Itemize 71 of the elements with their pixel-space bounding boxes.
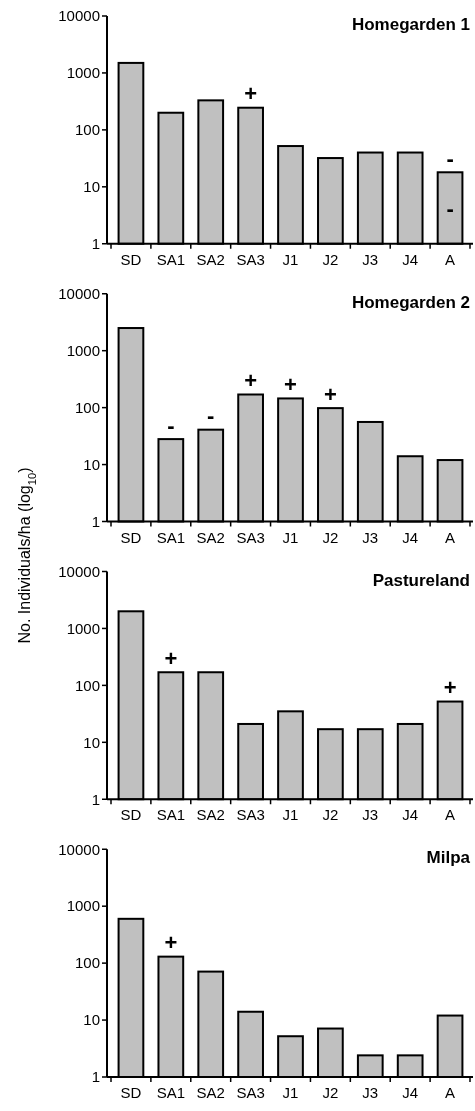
x-tick-label: J2 <box>322 806 339 824</box>
x-tick-label: J4 <box>402 250 419 268</box>
x-tick-label: SD <box>120 528 142 546</box>
x-tick-label: J1 <box>282 528 299 546</box>
x-tick-label: SA1 <box>156 528 186 546</box>
x-tick-label: SA2 <box>196 1084 225 1101</box>
x-tick-label: J2 <box>322 1084 339 1101</box>
annotation: + <box>164 930 178 956</box>
x-tick-label: J2 <box>322 528 339 546</box>
x-tick-label: J2 <box>322 250 339 268</box>
x-tick-label: SD <box>120 250 142 268</box>
x-tick-label: SA3 <box>236 806 265 824</box>
x-tick-label: A <box>445 1084 456 1101</box>
x-tick-label: SA3 <box>236 250 265 268</box>
y-tick-label: 10000 <box>58 285 100 302</box>
annotation: + <box>284 372 297 398</box>
x-tick-label: J3 <box>362 250 379 268</box>
x-tick-label: J3 <box>362 528 379 546</box>
y-tick-label: 10000 <box>58 562 100 580</box>
x-tick-label: SA2 <box>196 528 225 546</box>
annotation: + <box>164 645 178 671</box>
x-tick-label: SA3 <box>236 528 265 546</box>
annotation: - <box>446 145 454 171</box>
y-tick-label: 100 <box>74 121 100 139</box>
annotation: + <box>443 675 457 701</box>
y-tick-label: 1000 <box>66 341 100 359</box>
chart-title: Pastureland <box>372 570 470 590</box>
annotation: + <box>323 381 337 407</box>
x-tick-label: SD <box>120 1084 142 1101</box>
y-tick-label: 1000 <box>66 64 100 82</box>
annotation: - <box>207 403 215 429</box>
y-tick-label: 1000 <box>66 619 100 637</box>
annotation: + <box>244 81 258 107</box>
y-tick-label: 1 <box>91 790 100 808</box>
x-tick-label: J1 <box>282 250 299 268</box>
x-tick-label: SA1 <box>156 1084 186 1101</box>
y-tick-label: 100 <box>74 954 100 972</box>
chart-title: Homegarden 1 <box>351 15 470 34</box>
x-tick-label: J1 <box>282 806 299 824</box>
y-tick-label: 100 <box>74 676 100 694</box>
x-tick-label: J3 <box>362 1084 379 1101</box>
y-tick-label: 10000 <box>58 840 100 858</box>
x-tick-label: SD <box>120 806 142 824</box>
x-tick-label: J4 <box>402 1084 419 1101</box>
y-tick-label: 100 <box>74 398 100 416</box>
x-tick-label: J4 <box>402 806 419 824</box>
y-tick-label: 10000 <box>58 7 100 25</box>
chart-title: Milpa <box>426 848 471 868</box>
y-tick-label: 1 <box>91 1068 100 1086</box>
x-tick-label: SA2 <box>196 806 225 824</box>
y-tick-label: 10 <box>83 455 100 473</box>
y-tick-label: 1 <box>91 512 100 530</box>
x-tick-label: J3 <box>362 806 379 824</box>
x-tick-label: SA3 <box>236 1084 265 1101</box>
y-tick-label: 1000 <box>66 897 100 915</box>
y-tick-label: 10 <box>83 733 100 751</box>
x-tick-label: SA1 <box>156 250 186 268</box>
annotation: - <box>446 195 454 221</box>
y-tick-label: 1 <box>91 235 100 252</box>
annotation: + <box>244 368 258 394</box>
x-tick-label: A <box>445 250 456 268</box>
x-tick-label: A <box>445 806 456 824</box>
x-tick-label: J1 <box>282 1084 299 1101</box>
x-tick-label: SA1 <box>156 806 186 824</box>
x-tick-label: A <box>445 528 456 546</box>
y-tick-label: 10 <box>83 1011 100 1029</box>
y-tick-label: 10 <box>83 178 100 196</box>
x-tick-label: SA2 <box>196 250 225 268</box>
annotation: - <box>167 412 175 438</box>
chart-title: Homegarden 2 <box>351 292 470 312</box>
x-tick-label: J4 <box>402 528 419 546</box>
